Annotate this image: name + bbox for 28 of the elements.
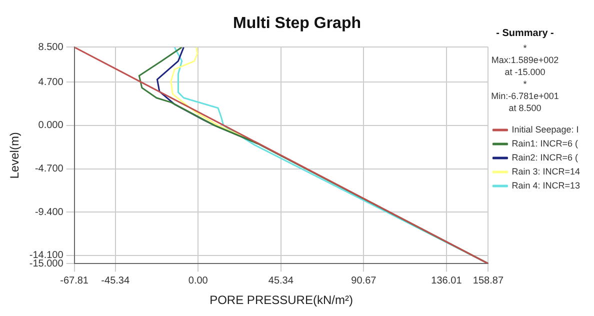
y-axis-title: Level(m): [8, 132, 22, 179]
y-tick-label: -9.400: [34, 206, 64, 218]
text: at 8.500: [508, 102, 542, 114]
y-tick-label: 4.700: [38, 76, 64, 88]
x-tick-label: -67.81: [60, 275, 89, 286]
y-tick-label: 8.500: [38, 42, 64, 53]
legend-label: Rain1: INCR=6 (: [512, 138, 578, 148]
legend-label: Initial Seepage: I: [512, 124, 579, 134]
legend-title: - Summary -: [495, 28, 555, 40]
x-tick-label: 45.34: [268, 275, 294, 286]
text: Min:-6.781e+001: [490, 90, 560, 102]
text: *: [522, 42, 528, 54]
legend-label: Rain 4: INCR=13: [512, 180, 580, 190]
y-tick-label: 0.000: [38, 120, 64, 132]
legend-label: Rain 3: INCR=14: [512, 166, 580, 176]
text: Max:1.589e+002: [490, 54, 560, 66]
legend-label: Rain2: INCR=6 (: [512, 152, 578, 162]
x-axis-title: PORE PRESSURE(kN/m²): [210, 293, 353, 308]
text: *: [522, 78, 528, 90]
y-tick-label: -4.700: [34, 164, 64, 174]
text: at -15.000: [504, 66, 546, 78]
x-tick-label: 158.87: [472, 275, 504, 286]
x-tick-label: 0.00: [188, 275, 208, 286]
chart-title: Multi Step Graph: [233, 15, 361, 32]
x-tick-label: 90.67: [351, 275, 377, 286]
x-tick-label: 136.01: [431, 275, 462, 286]
x-tick-label: -45.34: [101, 275, 130, 286]
y-tick-label: -15.000: [29, 258, 64, 270]
